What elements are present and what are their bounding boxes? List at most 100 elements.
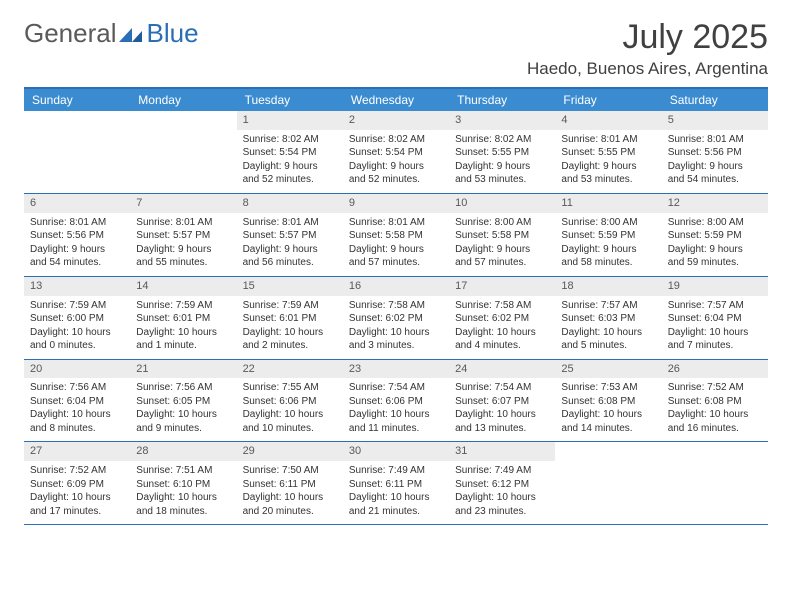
sunset-line: Sunset: 6:01 PM — [136, 312, 230, 326]
sunset-line: Sunset: 5:57 PM — [136, 229, 230, 243]
sunset-line: Sunset: 5:54 PM — [243, 146, 337, 160]
day-cell: 19Sunrise: 7:57 AMSunset: 6:04 PMDayligh… — [662, 277, 768, 359]
sunset-line: Sunset: 6:04 PM — [30, 395, 124, 409]
sunrise-line: Sunrise: 7:49 AM — [455, 464, 549, 478]
day-body: Sunrise: 8:01 AMSunset: 5:57 PMDaylight:… — [130, 213, 236, 276]
header: General Blue July 2025 Haedo, Buenos Air… — [24, 18, 768, 79]
day-body: Sunrise: 7:58 AMSunset: 6:02 PMDaylight:… — [449, 296, 555, 359]
daylight-line: Daylight: 10 hours and 18 minutes. — [136, 491, 230, 518]
day-body: Sunrise: 7:59 AMSunset: 6:01 PMDaylight:… — [237, 296, 343, 359]
sunrise-line: Sunrise: 8:01 AM — [136, 216, 230, 230]
day-cell: 14Sunrise: 7:59 AMSunset: 6:01 PMDayligh… — [130, 277, 236, 359]
sunrise-line: Sunrise: 7:52 AM — [30, 464, 124, 478]
day-body: Sunrise: 7:50 AMSunset: 6:11 PMDaylight:… — [237, 461, 343, 524]
daylight-line: Daylight: 10 hours and 10 minutes. — [243, 408, 337, 435]
day-body: Sunrise: 7:53 AMSunset: 6:08 PMDaylight:… — [555, 378, 661, 441]
sunset-line: Sunset: 6:02 PM — [455, 312, 549, 326]
daylight-line: Daylight: 9 hours and 57 minutes. — [349, 243, 443, 270]
day-body: Sunrise: 7:49 AMSunset: 6:12 PMDaylight:… — [449, 461, 555, 524]
sunrise-line: Sunrise: 7:59 AM — [30, 299, 124, 313]
day-number: 11 — [555, 194, 661, 213]
day-cell: 7Sunrise: 8:01 AMSunset: 5:57 PMDaylight… — [130, 194, 236, 276]
sunset-line: Sunset: 6:01 PM — [243, 312, 337, 326]
sunrise-line: Sunrise: 7:54 AM — [455, 381, 549, 395]
day-cell: 31Sunrise: 7:49 AMSunset: 6:12 PMDayligh… — [449, 442, 555, 524]
day-cell: 18Sunrise: 7:57 AMSunset: 6:03 PMDayligh… — [555, 277, 661, 359]
daylight-line: Daylight: 10 hours and 9 minutes. — [136, 408, 230, 435]
week-row: 1Sunrise: 8:02 AMSunset: 5:54 PMDaylight… — [24, 111, 768, 194]
daylight-line: Daylight: 9 hours and 57 minutes. — [455, 243, 549, 270]
sunrise-line: Sunrise: 7:58 AM — [349, 299, 443, 313]
day-body: Sunrise: 7:59 AMSunset: 6:01 PMDaylight:… — [130, 296, 236, 359]
day-cell: 1Sunrise: 8:02 AMSunset: 5:54 PMDaylight… — [237, 111, 343, 193]
day-number: 6 — [24, 194, 130, 213]
day-body: Sunrise: 7:55 AMSunset: 6:06 PMDaylight:… — [237, 378, 343, 441]
day-cell: 25Sunrise: 7:53 AMSunset: 6:08 PMDayligh… — [555, 360, 661, 442]
daylight-line: Daylight: 9 hours and 59 minutes. — [668, 243, 762, 270]
sunset-line: Sunset: 6:03 PM — [561, 312, 655, 326]
day-cell: 12Sunrise: 8:00 AMSunset: 5:59 PMDayligh… — [662, 194, 768, 276]
sunset-line: Sunset: 5:55 PM — [455, 146, 549, 160]
sunset-line: Sunset: 6:08 PM — [561, 395, 655, 409]
day-cell: 8Sunrise: 8:01 AMSunset: 5:57 PMDaylight… — [237, 194, 343, 276]
sunset-line: Sunset: 6:09 PM — [30, 478, 124, 492]
day-body: Sunrise: 8:00 AMSunset: 5:58 PMDaylight:… — [449, 213, 555, 276]
daylight-line: Daylight: 10 hours and 4 minutes. — [455, 326, 549, 353]
day-number: 10 — [449, 194, 555, 213]
day-cell — [24, 111, 130, 193]
day-number: 27 — [24, 442, 130, 461]
day-body: Sunrise: 8:01 AMSunset: 5:57 PMDaylight:… — [237, 213, 343, 276]
sunrise-line: Sunrise: 7:56 AM — [136, 381, 230, 395]
daylight-line: Daylight: 10 hours and 5 minutes. — [561, 326, 655, 353]
day-number: 1 — [237, 111, 343, 130]
sunset-line: Sunset: 6:02 PM — [349, 312, 443, 326]
sunrise-line: Sunrise: 8:01 AM — [243, 216, 337, 230]
sunrise-line: Sunrise: 7:55 AM — [243, 381, 337, 395]
daylight-line: Daylight: 9 hours and 52 minutes. — [349, 160, 443, 187]
sunrise-line: Sunrise: 7:56 AM — [30, 381, 124, 395]
day-number: 14 — [130, 277, 236, 296]
day-number: 30 — [343, 442, 449, 461]
sunrise-line: Sunrise: 7:51 AM — [136, 464, 230, 478]
day-body: Sunrise: 8:00 AMSunset: 5:59 PMDaylight:… — [555, 213, 661, 276]
day-body: Sunrise: 8:00 AMSunset: 5:59 PMDaylight:… — [662, 213, 768, 276]
sunrise-line: Sunrise: 7:53 AM — [561, 381, 655, 395]
day-number: 8 — [237, 194, 343, 213]
sunset-line: Sunset: 6:11 PM — [349, 478, 443, 492]
day-cell: 13Sunrise: 7:59 AMSunset: 6:00 PMDayligh… — [24, 277, 130, 359]
day-cell: 2Sunrise: 8:02 AMSunset: 5:54 PMDaylight… — [343, 111, 449, 193]
day-body: Sunrise: 7:49 AMSunset: 6:11 PMDaylight:… — [343, 461, 449, 524]
sunset-line: Sunset: 6:04 PM — [668, 312, 762, 326]
day-number: 3 — [449, 111, 555, 130]
day-number: 13 — [24, 277, 130, 296]
day-body: Sunrise: 7:52 AMSunset: 6:09 PMDaylight:… — [24, 461, 130, 524]
day-number: 24 — [449, 360, 555, 379]
day-number: 28 — [130, 442, 236, 461]
week-row: 27Sunrise: 7:52 AMSunset: 6:09 PMDayligh… — [24, 442, 768, 525]
daylight-line: Daylight: 10 hours and 0 minutes. — [30, 326, 124, 353]
sunset-line: Sunset: 6:11 PM — [243, 478, 337, 492]
sunrise-line: Sunrise: 7:52 AM — [668, 381, 762, 395]
sunset-line: Sunset: 5:54 PM — [349, 146, 443, 160]
day-cell: 28Sunrise: 7:51 AMSunset: 6:10 PMDayligh… — [130, 442, 236, 524]
weekday-header: Monday — [130, 89, 236, 111]
daylight-line: Daylight: 10 hours and 23 minutes. — [455, 491, 549, 518]
day-cell: 29Sunrise: 7:50 AMSunset: 6:11 PMDayligh… — [237, 442, 343, 524]
sunrise-line: Sunrise: 7:57 AM — [668, 299, 762, 313]
day-cell: 17Sunrise: 7:58 AMSunset: 6:02 PMDayligh… — [449, 277, 555, 359]
sunrise-line: Sunrise: 7:59 AM — [136, 299, 230, 313]
day-body: Sunrise: 7:56 AMSunset: 6:04 PMDaylight:… — [24, 378, 130, 441]
day-body: Sunrise: 7:58 AMSunset: 6:02 PMDaylight:… — [343, 296, 449, 359]
daylight-line: Daylight: 10 hours and 8 minutes. — [30, 408, 124, 435]
daylight-line: Daylight: 9 hours and 55 minutes. — [136, 243, 230, 270]
daylight-line: Daylight: 10 hours and 3 minutes. — [349, 326, 443, 353]
day-cell: 22Sunrise: 7:55 AMSunset: 6:06 PMDayligh… — [237, 360, 343, 442]
day-cell: 23Sunrise: 7:54 AMSunset: 6:06 PMDayligh… — [343, 360, 449, 442]
sunrise-line: Sunrise: 8:01 AM — [30, 216, 124, 230]
weekday-header: Friday — [555, 89, 661, 111]
day-number: 23 — [343, 360, 449, 379]
day-body: Sunrise: 8:02 AMSunset: 5:54 PMDaylight:… — [343, 130, 449, 193]
sunset-line: Sunset: 5:59 PM — [561, 229, 655, 243]
title-block: July 2025 Haedo, Buenos Aires, Argentina — [527, 18, 768, 79]
day-number: 4 — [555, 111, 661, 130]
